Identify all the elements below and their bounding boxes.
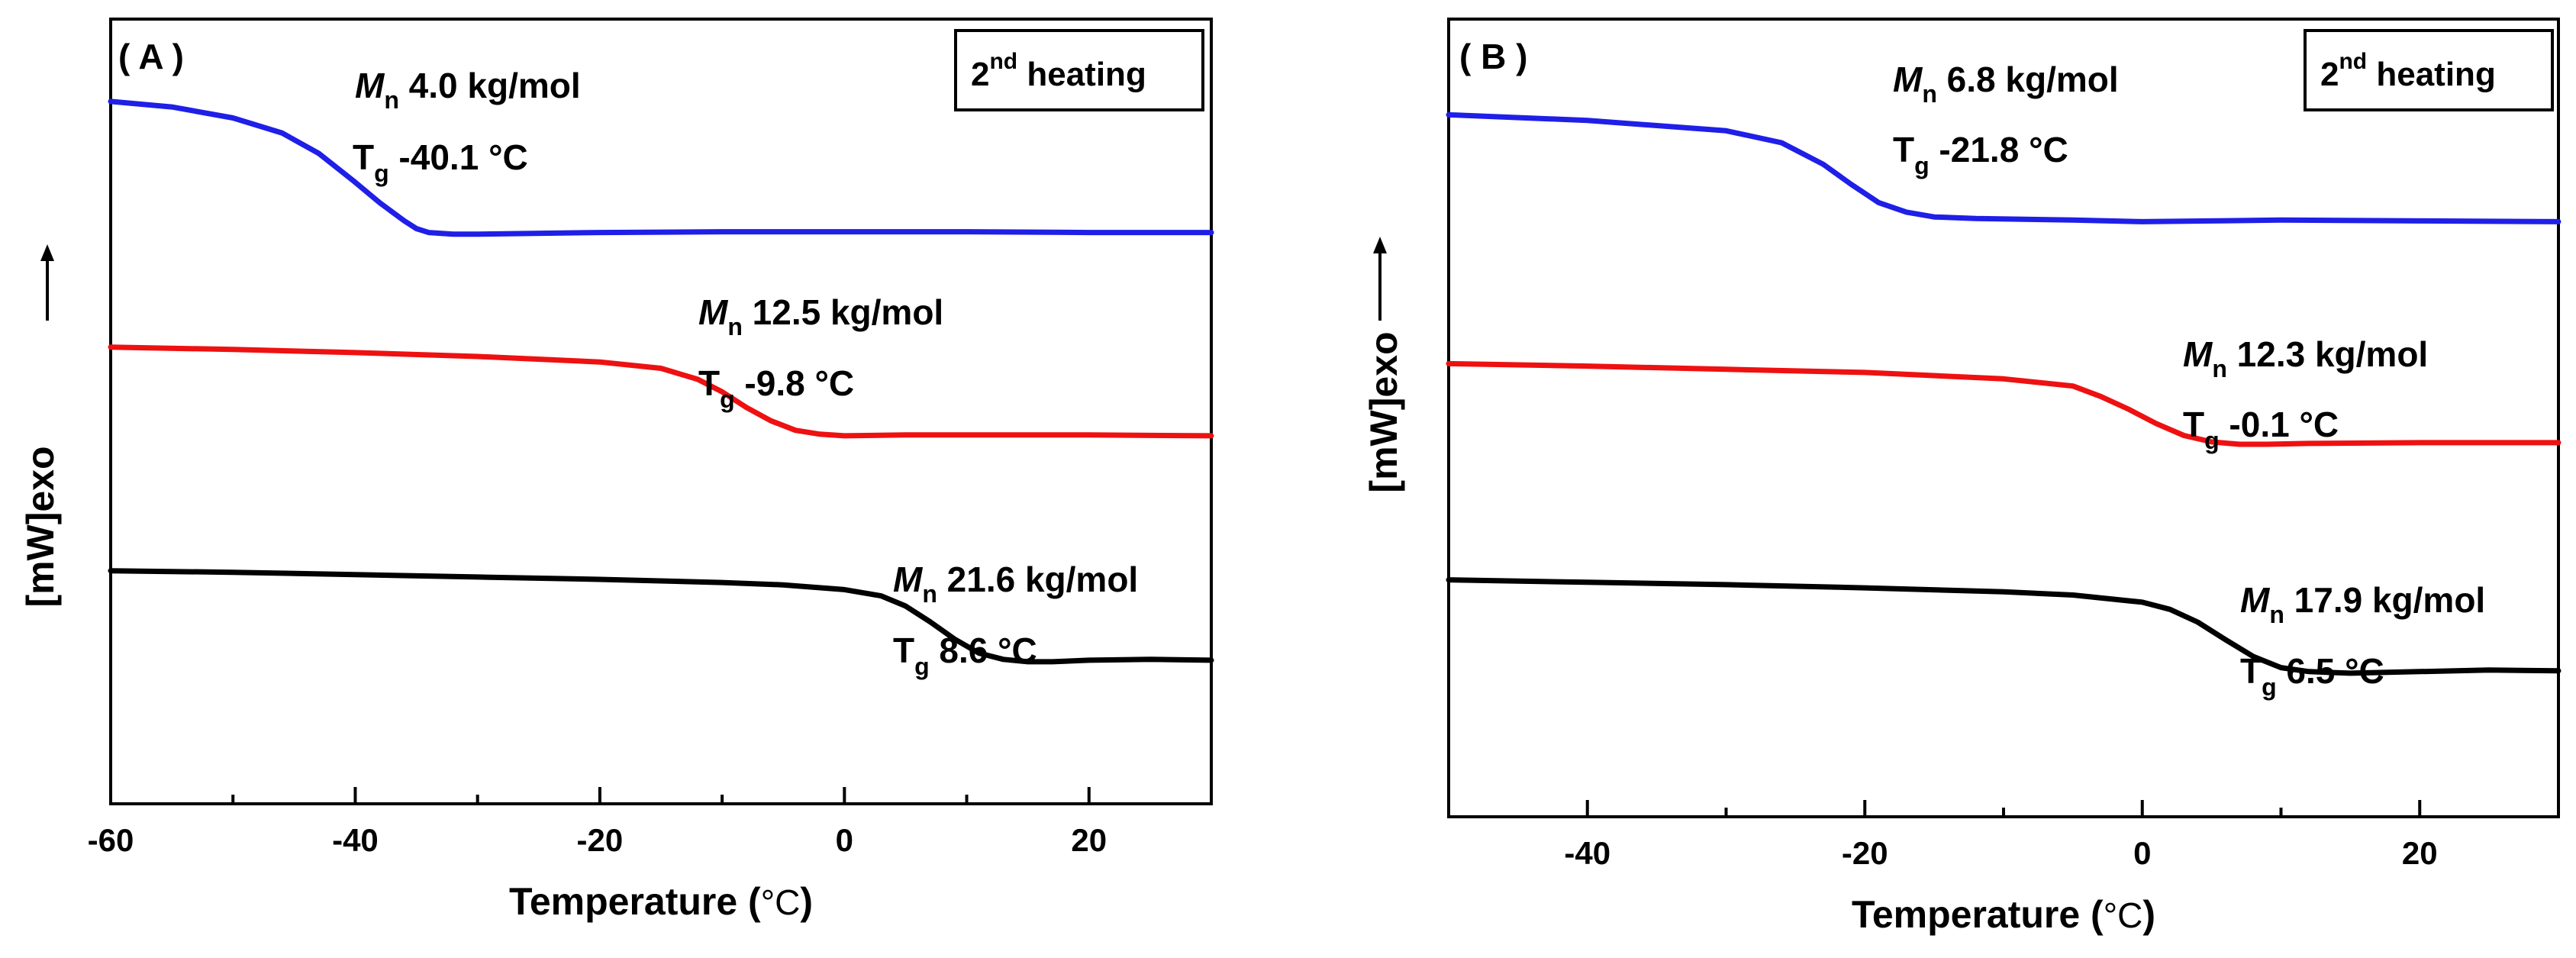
series-line: [108, 344, 1214, 439]
y-axis-title: [mW]exo: [19, 446, 62, 607]
x-tick-label: -60: [88, 822, 134, 858]
series-tg-label: Tg -0.1 °C: [2183, 405, 2339, 454]
plot-frame: [109, 18, 1213, 805]
x-tick-label: -40: [1564, 835, 1610, 871]
series-mn-label: Mn 4.0 kg/mol: [355, 66, 581, 114]
x-tick-label: -20: [1842, 835, 1888, 871]
x-tick-label: 0: [836, 822, 853, 858]
x-tick-label: 0: [2133, 835, 2151, 871]
heating-label-box: 2nd heating: [954, 29, 1204, 111]
series-line: [1446, 111, 2561, 224]
series-tg-label: Tg 8.6 °C: [893, 631, 1037, 680]
panel-label: ( B ): [1459, 37, 1527, 76]
x-axis-title: Temperature (°C): [509, 880, 813, 923]
series-tg-label: Tg -9.8 °C: [698, 363, 854, 413]
series-line: [1446, 360, 2561, 447]
series-mn-label: Mn 6.8 kg/mol: [1893, 60, 2119, 108]
panel-a: -60 -40 -20 0 20 Temperature (°C) [mW]exo ( A )…: [19, 18, 1214, 923]
series-mn-label: Mn 12.3 kg/mol: [2183, 334, 2428, 382]
panel-label: ( A ): [118, 37, 184, 76]
x-tick-label: -40: [332, 822, 379, 858]
x-axis-title: Temperature (°C): [1852, 893, 2155, 936]
series-tg-label: Tg -40.1 °C: [353, 137, 528, 187]
series-mn-label: Mn 12.5 kg/mol: [698, 292, 943, 340]
series-line: [1446, 577, 2561, 676]
panel-b: -40 -20 0 20 Temperature (°C) [mW]exo ( B ) 2nd…: [1362, 18, 2561, 936]
series-tg-label: Tg -21.8 °C: [1893, 130, 2068, 179]
series-mn-label: Mn 17.9 kg/mol: [2240, 580, 2485, 628]
series-line: [108, 568, 1214, 665]
x-tick-label: -20: [577, 822, 624, 858]
x-tick-label: 20: [1071, 822, 1107, 858]
y-arrow-icon: [40, 244, 54, 321]
series-tg-label: Tg 6.5 °C: [2240, 651, 2384, 701]
heating-label: 2nd heating: [2320, 49, 2496, 93]
x-tick-label: 20: [2402, 835, 2438, 871]
y-axis-title: [mW]exo: [1362, 331, 1405, 492]
heating-label: 2nd heating: [971, 49, 1146, 93]
heating-label-box: 2nd heating: [2304, 29, 2554, 111]
series-mn-label: Mn 21.6 kg/mol: [893, 560, 1138, 608]
series-line: [108, 98, 1214, 237]
y-arrow-icon: [1373, 237, 1387, 321]
